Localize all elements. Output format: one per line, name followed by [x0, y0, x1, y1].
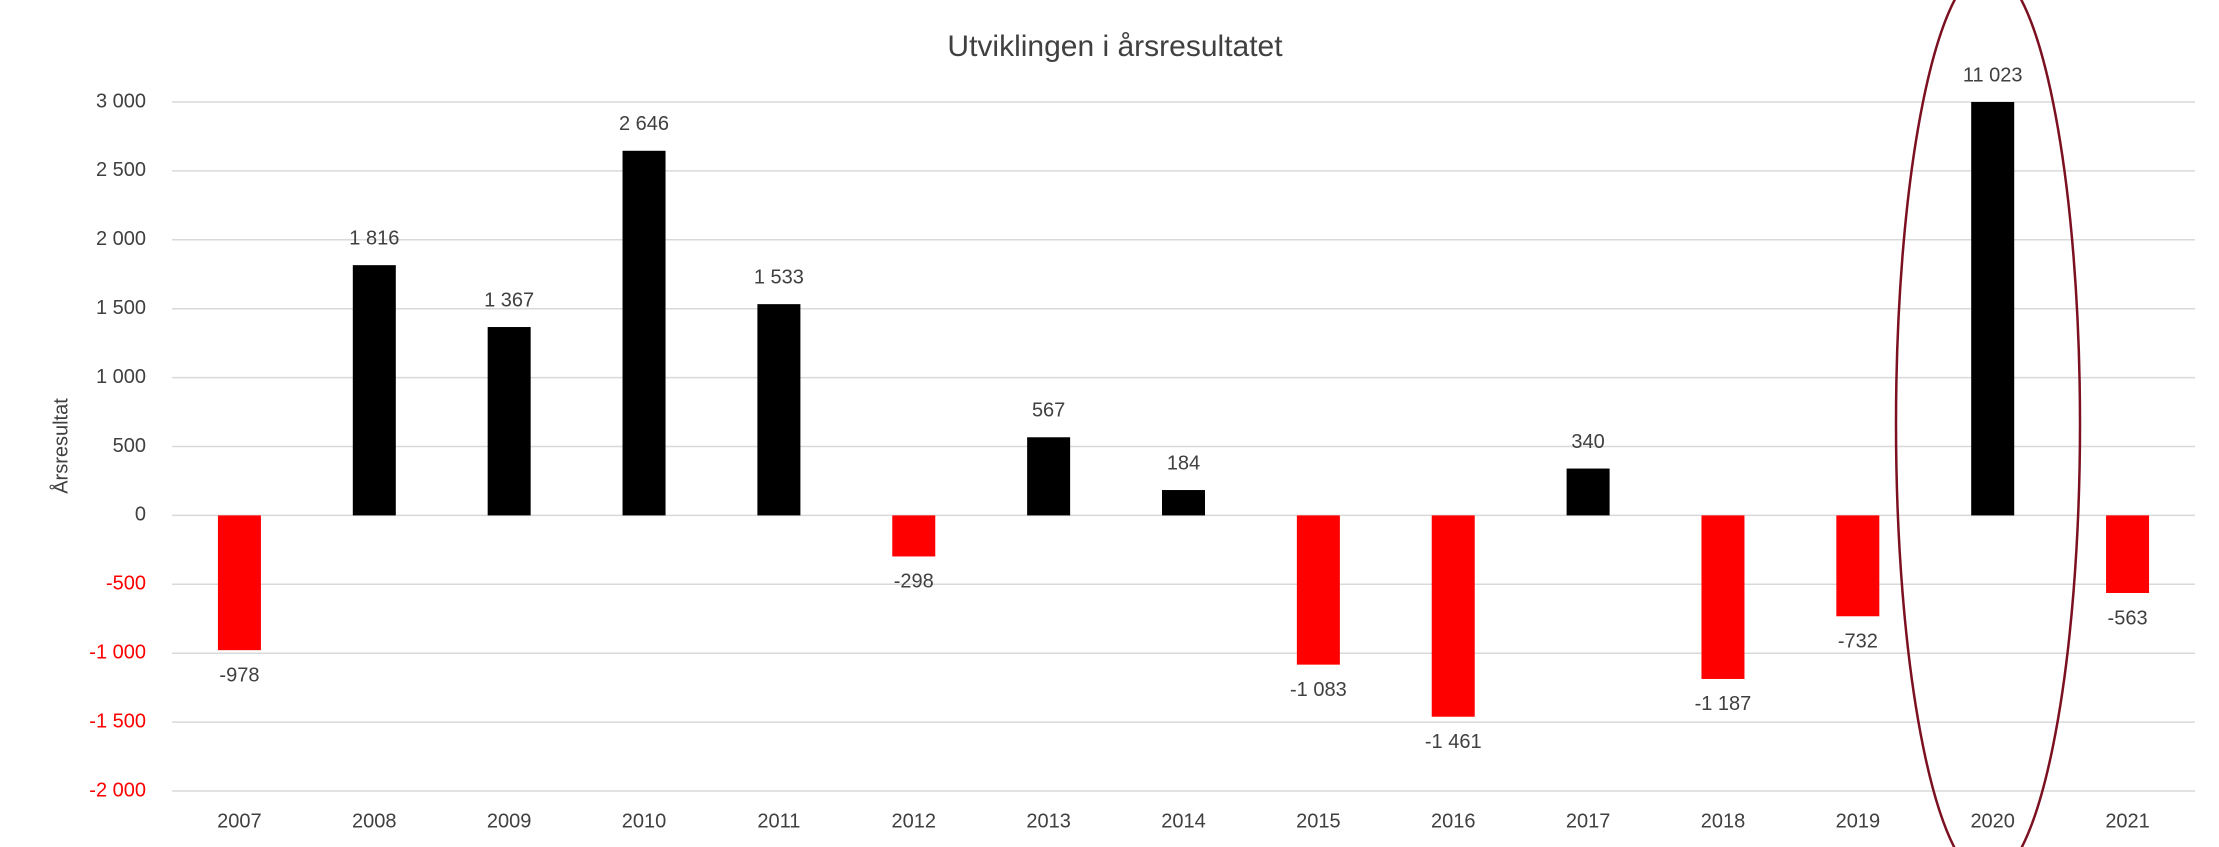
value-label: -978 — [219, 664, 259, 686]
bar — [1971, 102, 2015, 516]
value-label: 2 646 — [619, 113, 669, 135]
y-tick-label: 500 — [113, 435, 146, 457]
value-label: -732 — [1838, 631, 1878, 653]
x-tick-label: 2015 — [1296, 810, 1341, 832]
bar — [1836, 515, 1880, 617]
y-tick-label: -1 000 — [89, 641, 146, 663]
bar — [1431, 515, 1475, 717]
y-tick-label: 1 500 — [96, 297, 146, 319]
value-label: 567 — [1032, 400, 1065, 422]
value-label: 1 367 — [484, 289, 534, 311]
x-tick-label: 2018 — [1701, 810, 1746, 832]
labels: -2 000 -1 500 -1 000 -500 0 500 1 000 1 500 2 00… — [89, 64, 2150, 832]
value-label: -1 187 — [1695, 693, 1752, 715]
y-tick-label: -1 500 — [89, 710, 146, 732]
value-label: 184 — [1167, 452, 1200, 474]
value-label: 1 816 — [349, 227, 399, 249]
y-tick-label: 1 000 — [96, 366, 146, 388]
value-label: -1 461 — [1425, 731, 1482, 753]
y-tick-label: 2 000 — [96, 228, 146, 250]
x-tick-label: 2020 — [1970, 810, 2015, 832]
x-tick-label: 2013 — [1026, 810, 1071, 832]
y-tick-label: -2 000 — [89, 779, 146, 801]
bar — [217, 515, 261, 651]
value-label: 11 023 — [1963, 64, 2023, 86]
y-tick-label: -500 — [106, 573, 146, 595]
x-tick-label: 2014 — [1161, 810, 1206, 832]
x-tick-label: 2011 — [757, 810, 800, 832]
x-tick-label: 2010 — [622, 810, 667, 832]
bar — [1566, 468, 1610, 516]
highlight-ellipse — [1894, 0, 2082, 847]
x-tick-label: 2012 — [892, 810, 937, 832]
bar — [487, 327, 531, 516]
value-label: 1 533 — [754, 266, 804, 288]
value-label: -298 — [894, 571, 934, 593]
x-tick-label: 2017 — [1566, 810, 1611, 832]
bar — [757, 304, 801, 516]
bars — [217, 102, 2150, 717]
bar — [1162, 490, 1205, 516]
value-label: -1 083 — [1290, 679, 1347, 701]
chart-title: Utviklingen i årsresultatet — [947, 30, 1283, 63]
x-tick-label: 2019 — [1836, 810, 1881, 832]
y-tick-label: 0 — [135, 504, 146, 526]
bar — [2106, 515, 2150, 593]
y-tick-label: 3 000 — [96, 90, 146, 112]
value-label: -563 — [2108, 607, 2148, 629]
x-tick-label: 2009 — [487, 810, 532, 832]
x-tick-label: 2008 — [352, 810, 397, 832]
value-label: 340 — [1571, 431, 1604, 453]
y-axis-label: Årsresultat — [49, 398, 72, 494]
bar — [1701, 515, 1745, 679]
bar — [352, 265, 396, 516]
bar — [1027, 437, 1071, 516]
x-tick-label: 2021 — [2105, 810, 2150, 832]
x-tick-label: 2007 — [217, 810, 262, 832]
y-tick-label: 2 500 — [96, 159, 146, 181]
bar — [892, 515, 936, 557]
bar — [622, 150, 666, 516]
x-tick-label: 2016 — [1431, 810, 1476, 832]
bar — [1296, 515, 1340, 665]
